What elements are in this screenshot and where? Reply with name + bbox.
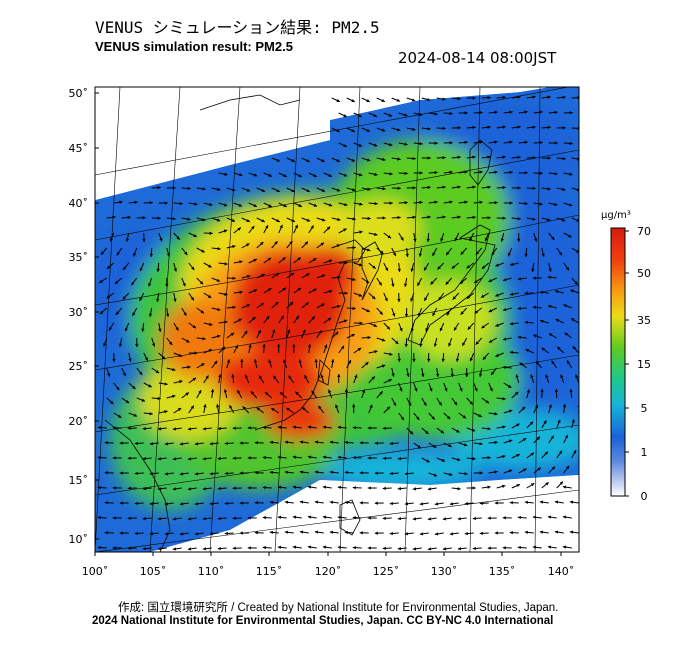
latitude-label: 50˚ <box>69 87 89 100</box>
colorbar-tick-label: 50 <box>637 267 651 280</box>
latitude-label: 40˚ <box>69 197 89 210</box>
latitude-label: 15˚ <box>69 474 89 487</box>
longitude-label: 125˚ <box>373 565 400 578</box>
map-frame <box>94 86 580 553</box>
longitude-label: 110˚ <box>198 565 225 578</box>
longitude-label: 135˚ <box>489 565 516 578</box>
colorbar-tick-label: 15 <box>637 358 651 371</box>
longitude-label: 140˚ <box>548 565 575 578</box>
colorbar-tick-label: 70 <box>637 225 651 238</box>
colorbar-tick-label: 0 <box>641 490 648 503</box>
latitude-label: 30˚ <box>69 306 89 319</box>
latitude-label: 35˚ <box>69 251 89 264</box>
footer-copyright: 2024 National Institute for Environmenta… <box>92 615 554 627</box>
colorbar-tick-label: 35 <box>637 314 651 327</box>
longitude-axis: 100˚ 105˚ 110˚ 115˚ 120˚ 125˚ 130˚ 135˚ 140˚ <box>82 552 575 578</box>
longitude-label: 130˚ <box>431 565 458 578</box>
title-jp: VENUS シミュレーション結果: PM2.5 <box>95 18 380 37</box>
colorbar: 70 50 35 15 5 1 0 <box>610 225 651 503</box>
colorbar-tick-label: 5 <box>641 402 648 415</box>
latitude-label: 10˚ <box>69 533 89 546</box>
longitude-label: 115˚ <box>256 565 283 578</box>
footer-credit: 作成: 国立環境研究所 / Created by National Instit… <box>118 602 559 614</box>
timestamp: 2024-08-14 08:00JST <box>398 49 557 67</box>
latitude-label: 45˚ <box>69 142 89 155</box>
graticule <box>95 87 579 552</box>
longitude-label: 120˚ <box>315 565 342 578</box>
latitude-axis: 50˚ 45˚ 40˚ 35˚ 30˚ 25˚ 20˚ 15˚ 10˚ <box>69 87 99 546</box>
latitude-label: 20˚ <box>69 415 89 428</box>
title-en: VENUS simulation result: PM2.5 <box>95 39 293 54</box>
longitude-label: 100˚ <box>82 565 109 578</box>
latitude-label: 25˚ <box>69 360 89 373</box>
colorbar-tick-label: 1 <box>641 446 648 459</box>
colorbar-unit: μg/m³ <box>601 210 631 221</box>
longitude-label: 105˚ <box>140 565 167 578</box>
